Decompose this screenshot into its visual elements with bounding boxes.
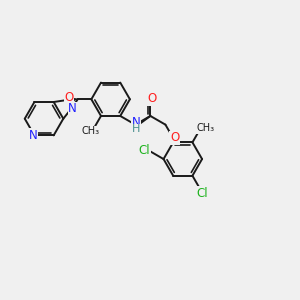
Text: O: O: [170, 131, 179, 145]
Text: O: O: [64, 92, 74, 104]
Text: N: N: [29, 129, 38, 142]
Text: Cl: Cl: [197, 187, 208, 200]
Text: CH₃: CH₃: [82, 126, 100, 136]
Text: N: N: [68, 102, 77, 115]
Text: Cl: Cl: [139, 144, 150, 157]
Text: N: N: [131, 116, 140, 129]
Text: H: H: [132, 124, 140, 134]
Text: O: O: [148, 92, 157, 105]
Text: CH₃: CH₃: [197, 123, 215, 134]
